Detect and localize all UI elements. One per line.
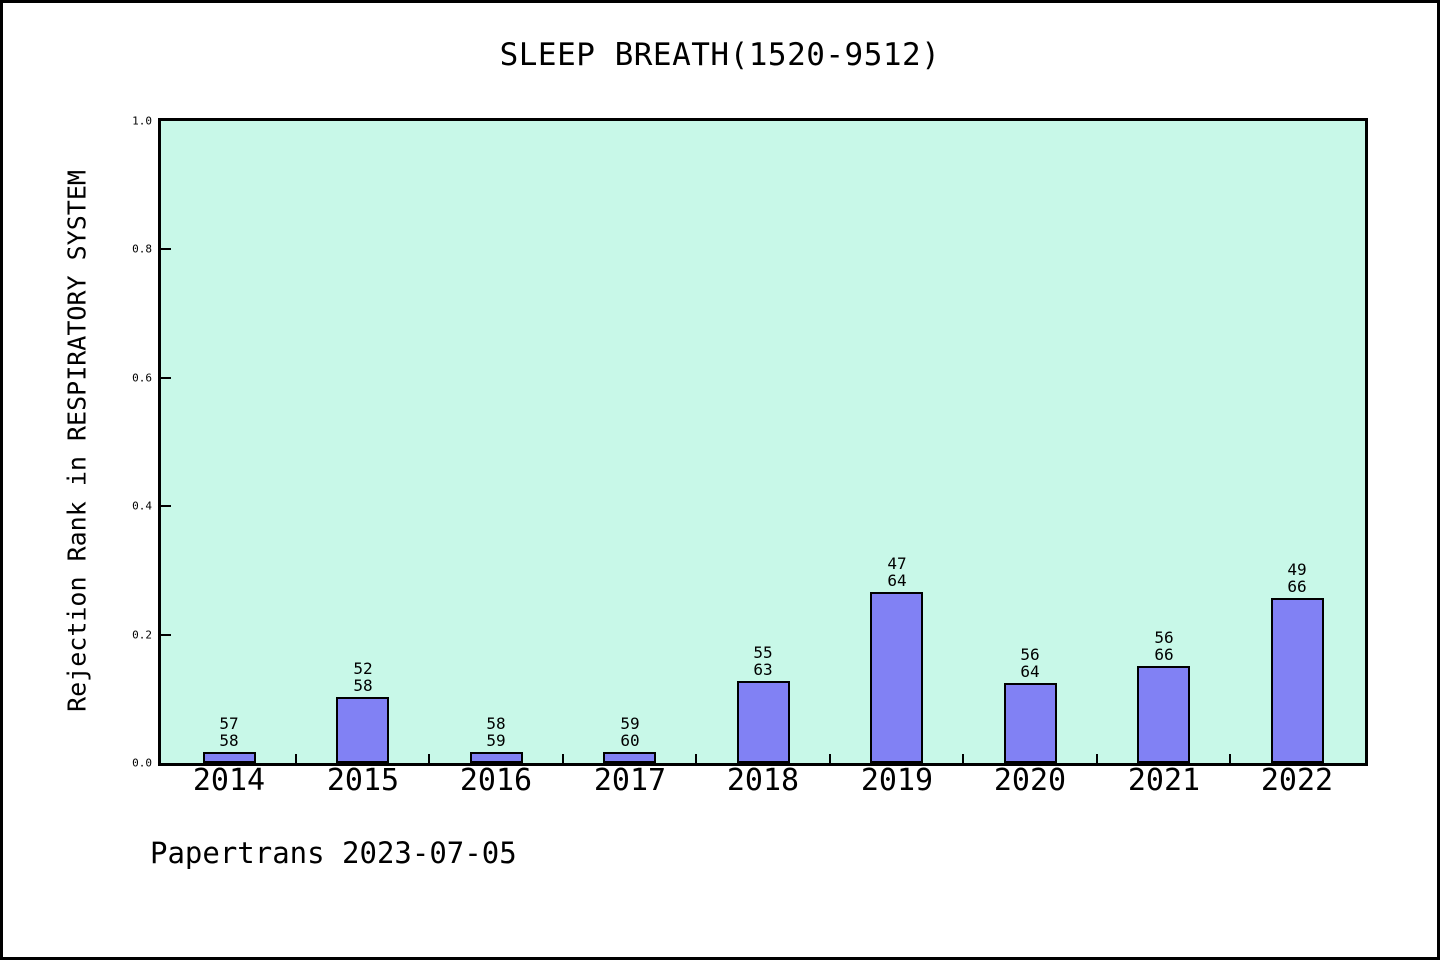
x-tick-label: 2022 — [1260, 763, 1334, 798]
bar-value-label: 47 64 — [887, 555, 906, 589]
bar-2019 — [870, 592, 923, 763]
bar-value-label: 49 66 — [1287, 561, 1306, 595]
y-tick-label: 1.0 — [132, 114, 152, 128]
bar-rank-value: 56 — [1154, 628, 1174, 647]
y-tick-label: 0.2 — [132, 628, 152, 642]
y-tick-mark — [161, 505, 171, 507]
bar-value-label: 56 66 — [1154, 629, 1173, 663]
bar-value-label: 52 58 — [353, 660, 372, 694]
y-tick-mark — [161, 377, 171, 379]
x-tick-label: 2016 — [459, 763, 533, 798]
bar-rank-value: 49 — [1287, 560, 1307, 579]
plot-area: 57 58 52 58 58 59 59 60 55 63 47 64 56 64 56 66 49 66 — [158, 118, 1368, 766]
bar-rank-value: 59 — [620, 714, 640, 733]
x-tick-mark — [428, 754, 430, 763]
bar-rank-value: 57 — [219, 714, 239, 733]
bar-value-label: 58 59 — [486, 715, 505, 749]
bar-total-value: 63 — [753, 660, 773, 679]
x-tick-mark — [295, 754, 297, 763]
bar-rank-value: 58 — [486, 714, 506, 733]
bar-2021 — [1137, 666, 1190, 763]
bar-total-value: 58 — [353, 676, 373, 695]
bar-rank-value: 47 — [887, 554, 907, 573]
y-tick-label: 0.6 — [132, 371, 152, 385]
bar-2020 — [1004, 683, 1057, 763]
bar-value-label: 59 60 — [620, 715, 639, 749]
x-tick-label: 2017 — [593, 763, 667, 798]
y-tick-mark — [161, 634, 171, 636]
bar-2017 — [603, 752, 656, 763]
bar-rank-value: 52 — [353, 659, 373, 678]
x-tick-mark — [962, 754, 964, 763]
x-tick-label: 2019 — [860, 763, 934, 798]
chart-title: SLEEP BREATH(1520-9512) — [499, 37, 941, 73]
bar-2022 — [1271, 598, 1324, 763]
bar-2015 — [336, 697, 389, 763]
bar-2018 — [737, 681, 790, 763]
x-tick-mark — [1229, 754, 1231, 763]
bar-total-value: 58 — [219, 731, 239, 750]
x-tick-label: 2021 — [1127, 763, 1201, 798]
bar-rank-value: 55 — [753, 643, 773, 662]
x-tick-mark — [1096, 754, 1098, 763]
y-tick-label: 0.0 — [132, 756, 152, 770]
watermark-text: Papertrans 2023-07-05 — [150, 836, 517, 870]
bar-2016 — [470, 752, 523, 763]
y-tick-label: 0.4 — [132, 499, 152, 513]
x-tick-mark — [562, 754, 564, 763]
bar-value-label: 55 63 — [753, 644, 772, 678]
bar-total-value: 66 — [1287, 577, 1307, 596]
bar-total-value: 64 — [1020, 662, 1040, 681]
bar-total-value: 64 — [887, 571, 907, 590]
bar-rank-value: 56 — [1020, 645, 1040, 664]
bar-value-label: 57 58 — [219, 715, 238, 749]
x-tick-label: 2014 — [192, 763, 266, 798]
x-tick-mark — [829, 754, 831, 763]
x-tick-label: 2015 — [326, 763, 400, 798]
bar-total-value: 60 — [620, 731, 640, 750]
bar-total-value: 66 — [1154, 645, 1174, 664]
x-tick-mark — [695, 754, 697, 763]
y-tick-mark — [161, 248, 171, 250]
bar-2014 — [203, 752, 256, 763]
x-tick-label: 2020 — [993, 763, 1067, 798]
bar-total-value: 59 — [486, 731, 506, 750]
y-tick-label: 0.8 — [132, 242, 152, 256]
x-tick-label: 2018 — [726, 763, 800, 798]
bar-value-label: 56 64 — [1020, 646, 1039, 680]
